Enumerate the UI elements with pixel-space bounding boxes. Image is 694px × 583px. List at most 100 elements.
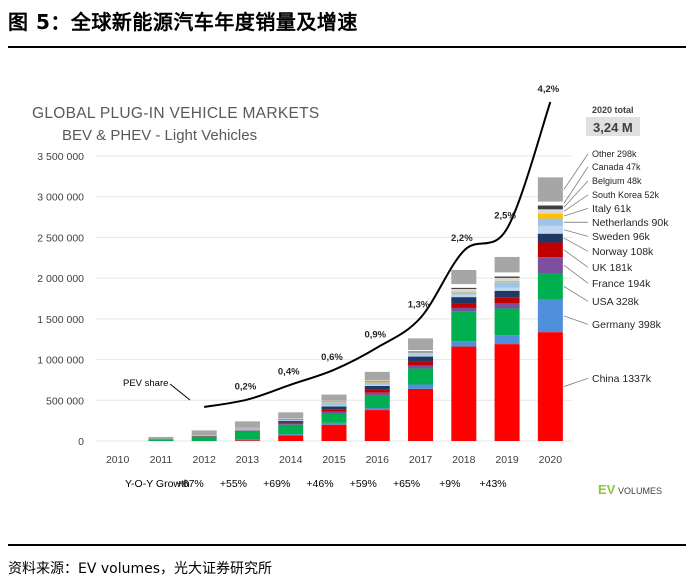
chart-title: GLOBAL PLUG-IN VEHICLE MARKETS <box>32 105 320 122</box>
bar-segment-other <box>234 421 260 428</box>
bar-segment-canada <box>537 201 563 206</box>
bar-segment-south-korea <box>494 277 520 281</box>
bar-segment-netherlands <box>278 419 304 421</box>
bar-segment-netherlands <box>321 402 347 406</box>
bar-segment-sweden <box>278 420 304 422</box>
bar-segment-canada <box>364 380 390 382</box>
series-label-south-korea: South Korea 52k <box>592 190 660 200</box>
leader-line <box>563 315 589 325</box>
x-tick-label: 2020 <box>539 454 563 466</box>
share-line-group: 0,2% 0,4% 0,6% 0,9% 1,3% 2,2% 2,5% 4,2% <box>204 84 560 408</box>
bar-segment-other <box>191 430 217 436</box>
bar-segment-netherlands <box>451 292 477 295</box>
logo-volumes: VOLUMES <box>618 486 662 496</box>
source-note: 资料来源：EV volumes，光大证券研究所 <box>8 561 273 577</box>
series-label-other: Other 298k <box>592 149 637 159</box>
bar-segment-norway <box>321 406 347 410</box>
bar-segment-usa <box>148 439 174 441</box>
series-label-france: France 194k <box>592 278 651 290</box>
bar-segment-netherlands <box>364 382 390 385</box>
leader-line <box>563 264 589 284</box>
series-label-italy: Italy 61k <box>592 203 632 215</box>
bar-segment-other <box>408 338 434 351</box>
series-label-norway: Norway 108k <box>592 246 654 258</box>
series-labels: China 1337k Germany 398k USA 328k France 19… <box>563 149 669 387</box>
y-tick-label: 3 000 000 <box>37 192 84 204</box>
bar-segment-other <box>494 256 520 273</box>
y-tick-label: 1 500 000 <box>37 314 84 326</box>
bar-segment-south-korea <box>451 288 477 292</box>
bar-segment-france <box>234 431 260 432</box>
bar-segment-usa <box>451 311 477 342</box>
bar-segment-china <box>321 424 347 441</box>
bar-segment-canada <box>321 400 347 402</box>
bar-segment-france <box>278 423 304 425</box>
y-tick-label: 500 000 <box>46 395 84 407</box>
figure-title: 图 5：全球新能源汽车年度销量及增速 <box>8 10 358 34</box>
bar-segment-italy <box>364 382 390 384</box>
bar-segment-south-korea <box>408 352 434 354</box>
bar-segment-belgium <box>494 276 520 278</box>
bar-segment-france <box>321 411 347 414</box>
bar-segment-netherlands <box>537 218 563 226</box>
leader-line <box>563 286 589 302</box>
series-label-uk: UK 181k <box>592 262 633 274</box>
bar-segment-france <box>537 257 563 274</box>
bar-segment-china <box>537 332 563 441</box>
bar-segment-germany <box>408 384 434 389</box>
share-line-pointer <box>169 383 191 401</box>
bar-segment-sweden <box>408 354 434 357</box>
bar-segment-china <box>234 440 260 441</box>
x-tick-label: 2018 <box>452 454 476 466</box>
bar-segment-other <box>537 177 563 202</box>
bar-segment-belgium <box>451 287 477 289</box>
bar-segment-france <box>451 307 477 312</box>
y-tick-label: 0 <box>78 436 84 448</box>
bar-segment-norway <box>408 356 434 362</box>
yoy-growth-row: +67% +55% +69% +46% +59% +65% +9% +43% <box>177 478 507 490</box>
bar-segment-canada <box>234 427 260 429</box>
x-tick-label: 2011 <box>150 454 173 466</box>
x-tick-label: 2015 <box>322 454 346 466</box>
bar-segment-germany <box>537 299 563 333</box>
yoy-value: +65% <box>393 478 420 490</box>
y-tick-label: 3 500 000 <box>37 151 84 163</box>
chart-subtitle: BEV & PHEV - Light Vehicles <box>62 127 257 144</box>
share-line <box>204 101 552 408</box>
bar-segment-usa <box>278 424 304 435</box>
bar-segment-belgium <box>278 419 304 420</box>
bar-segment-usa <box>364 394 390 409</box>
bar-segment-south-korea <box>321 401 347 403</box>
yoy-label: Y-O-Y Growth <box>125 478 190 490</box>
leader-line <box>563 153 589 190</box>
bar-segment-other <box>278 412 304 419</box>
bar-segment-south-korea <box>537 209 563 214</box>
bar-segment-italy <box>494 280 520 283</box>
bar-segment-sweden <box>537 225 563 234</box>
bar-segment-germany <box>494 335 520 345</box>
bar-segment-canada <box>494 272 520 277</box>
y-tick-label: 2 000 000 <box>37 273 84 285</box>
x-tick-label: 2017 <box>409 454 433 466</box>
bar-segment-uk <box>537 242 563 258</box>
bar-segment-other <box>451 270 477 285</box>
bar-segment-sweden <box>494 287 520 291</box>
title-divider <box>8 46 686 48</box>
bar-segment-china <box>451 346 477 441</box>
stacked-bars <box>148 177 563 441</box>
bar-segment-sweden <box>451 294 477 298</box>
bar-segment-south-korea <box>364 382 390 383</box>
bar-segment-china <box>278 435 304 441</box>
series-label-netherlands: Netherlands 90k <box>592 217 669 229</box>
bar-segment-china <box>364 410 390 441</box>
x-axis-ticks: 2010 2011 2012 2013 2014 2015 2016 2017 2018 2019… <box>106 454 562 466</box>
bar-segment-netherlands <box>148 439 174 440</box>
bar-segment-netherlands <box>234 428 260 431</box>
bar-segment-china <box>494 344 520 441</box>
leader-line <box>563 180 589 208</box>
leader-line <box>563 229 589 237</box>
share-point-label: 0,9% <box>364 329 386 340</box>
bar-segment-italy <box>408 353 434 355</box>
bar-segment-uk <box>321 409 347 412</box>
